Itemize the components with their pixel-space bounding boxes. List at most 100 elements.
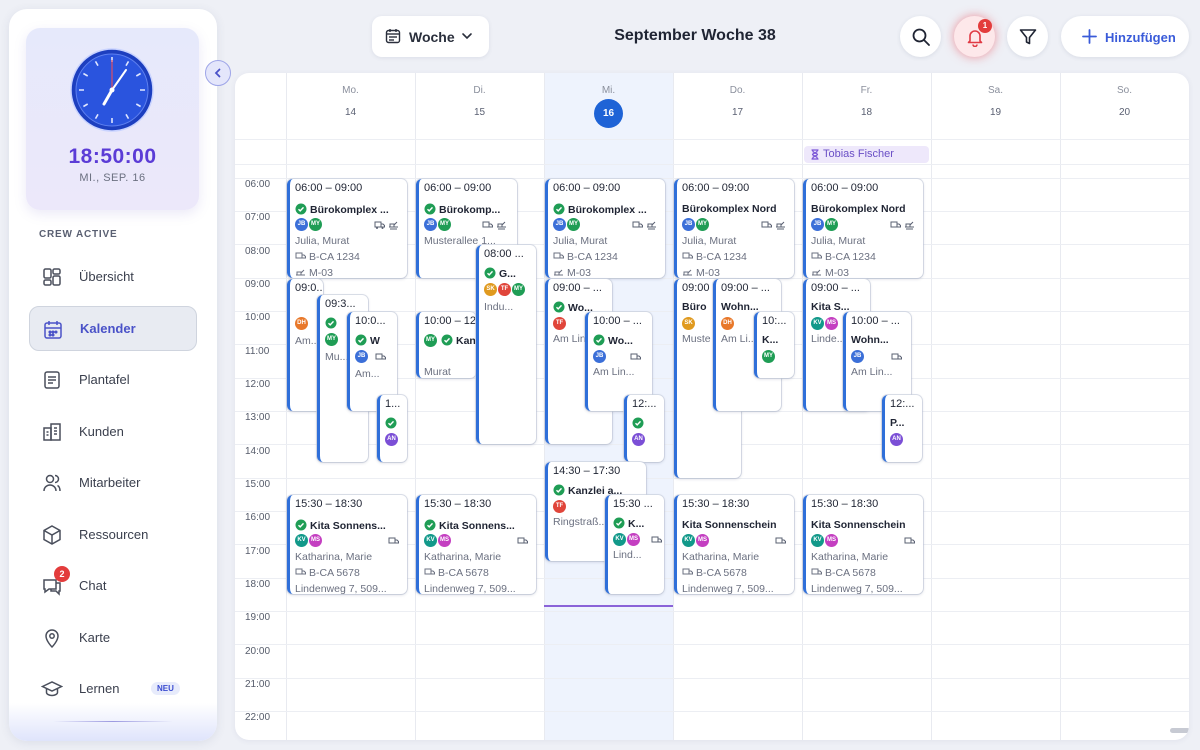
event-title-text: Wo... [608,335,633,347]
truck-icon [651,536,662,543]
hour-label: 13:00 [245,412,271,423]
event-card[interactable]: 06:00 – 09:00 Bürokomplex ... JB MY Julia… [287,179,407,278]
vehicle-plate: B-CA 5678 [438,567,489,579]
collapse-sidebar-button[interactable] [205,60,231,86]
day-name: Fr. [860,85,873,96]
machine-icon [389,221,398,230]
crew-avatars: JB MY [424,218,452,232]
chevron-down-icon [462,33,472,40]
search-button[interactable] [900,16,941,57]
event-card[interactable]: 10:00 – ... Wo... JB Am Lin... [585,312,652,411]
event-card[interactable]: 15:30 – 18:30 Kita Sonnenschein KV MS Kat… [674,495,794,594]
event-time: 06:00 – 09:00 [295,182,363,194]
event-card[interactable]: 1... AN [377,395,407,462]
event-card[interactable]: 09:00 – ... Wo... TF Am Lin... [545,279,612,444]
sidebar-item-karte[interactable]: Karte [29,615,197,660]
avatar: SK [682,317,695,330]
event-card[interactable]: 06:00 – 09:00 Bürokomplex Nord JB MY Juli… [674,179,794,278]
hour-label: 16:00 [245,512,271,523]
sidebar-item-label: Mitarbeiter [79,475,141,490]
day-header-sat[interactable]: Sa. 19 [931,85,1060,118]
event-card[interactable]: 15:30 ... K... KV MS Lind... [605,495,664,594]
event-card[interactable]: 10:00 – 12:... MY Kanzl Murat [416,312,476,378]
event-card[interactable]: 06:00 – 09:00 Bürokomp... JB MY Musterall… [416,179,517,278]
event-card[interactable]: 10:00 – ... Wohn... JB Am Lin... [843,312,911,411]
truck-icon [630,353,641,360]
hourglass-icon [811,149,819,160]
view-select[interactable]: Woche [372,16,489,57]
day-name: Di. [473,85,486,96]
hour-label: 19:00 [245,612,271,623]
day-header-thu[interactable]: Do. 17 [673,85,802,118]
event-title-text: Kita Sonnens... [310,520,386,532]
event-time: 12:... [890,398,915,410]
event-crew: Katharina, Marie [811,551,889,563]
event-text: Am... [355,368,380,380]
event-card[interactable]: 06:00 – 09:00 Bürokomplex ... JB MY Julia… [545,179,665,278]
users-icon [43,474,61,492]
add-button[interactable]: Hinzufügen [1061,16,1189,57]
event-title: G... [484,267,516,281]
gridline [235,178,1189,179]
event-title [325,317,340,331]
sidebar-item-kalender[interactable]: Kalender [29,305,197,351]
sidebar-item-ressourcen[interactable]: Ressourcen [29,512,197,557]
gridline [1060,73,1061,740]
avatar: AN [890,433,903,446]
avatar: JB [424,218,437,231]
sidebar-item-lernen[interactable]: Lernen NEU [29,666,197,711]
sidebar-item-label: Lernen [79,681,120,696]
event-card[interactable]: 15:30 – 18:30 Kita Sonnens... KV MS Katha… [416,495,536,594]
avatar: DH [721,317,734,330]
crew-avatars: KV MS [682,534,710,548]
avatar: MS [438,534,451,547]
day-header-wed[interactable]: Mi. [544,85,673,96]
avatar: MY [438,218,451,231]
sidebar-item-mitarbeiter[interactable]: Mitarbeiter [29,460,197,505]
verified-icon [593,334,605,346]
avatar: TF [553,500,566,513]
event-card[interactable]: 12:... P... AN [882,395,922,462]
sidebar-item-kunden[interactable]: Kunden [29,409,197,454]
event-time: 15:30 ... [613,498,653,510]
clock-time: 18:50:00 [68,145,157,168]
machine-icon [296,269,305,276]
day-header-sun[interactable]: So. 20 [1060,85,1189,118]
event-title [385,417,400,431]
filter-button[interactable] [1007,16,1048,57]
event-card[interactable]: 15:30 – 18:30 Kita Sonnenschein KV MS Kat… [803,495,923,594]
event-title: Wohn... [851,334,889,346]
truck-icon [295,568,306,575]
sidebar-item-chat[interactable]: 2 Chat [29,563,197,608]
sidebar-nav: Übersicht Kalender Plantafel Kunden [29,254,197,718]
event-card[interactable]: 08:00 ... G... SK TF MY Indu... [476,245,536,444]
sidebar-item-plantafel[interactable]: Plantafel [29,357,197,402]
event-address: Lindenweg 7, 509... [811,583,903,594]
event-vehicle: B-CA 1234 [682,251,747,263]
event-card[interactable]: 10:... K... MY [754,312,794,378]
hour-label: 08:00 [245,246,271,257]
sidebar-item-uebersicht[interactable]: Übersicht [29,254,197,299]
event-card[interactable]: 12:... AN [624,395,664,462]
avatar: AN [385,433,398,446]
crew-avatars: JB MY [553,218,581,232]
day-date: 14 [344,107,357,118]
day-header-fri[interactable]: Fr. 18 [802,85,931,118]
crew-avatars: JB [593,350,607,364]
notifications-button[interactable]: 1 [954,16,995,57]
truck-icon [295,252,306,259]
crew-active-label: CREW ACTIVE [39,229,118,240]
event-card[interactable]: 15:30 – 18:30 Kita Sonnens... KV MS Katha… [287,495,407,594]
absence-bar[interactable]: Tobias Fischer [804,146,929,163]
chat-badge: 2 [54,566,70,582]
truck-icon [517,537,528,544]
day-header-mon[interactable]: Mo. 14 [286,85,415,118]
scrollbar[interactable] [1170,728,1189,733]
verified-icon [441,334,453,346]
event-title-text: Kita Sonnens... [439,520,515,532]
event-card[interactable]: 10:0... W JB Am... [347,312,397,411]
sidebar: 18:50:00 MI., SEP. 16 CREW ACTIVE Übersi… [9,9,217,741]
event-crew: Julia, Murat [811,235,866,247]
day-header-tue[interactable]: Di. 15 [415,85,544,118]
event-card[interactable]: 06:00 – 09:00 Bürokomplex Nord JB MY Juli… [803,179,923,278]
